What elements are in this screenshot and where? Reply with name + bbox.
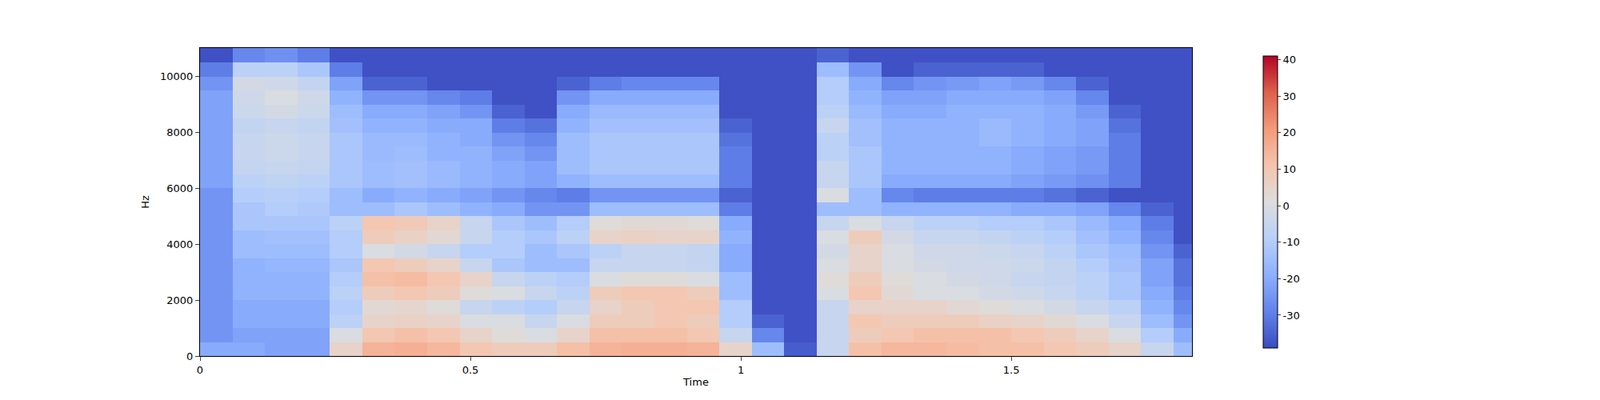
svg-text:0.5: 0.5 [462,364,480,376]
svg-text:2000: 2000 [166,294,193,307]
svg-text:Time: Time [682,376,709,388]
svg-text:20: 20 [1283,126,1297,139]
svg-text:6000: 6000 [166,182,193,195]
svg-text:1.5: 1.5 [1003,364,1020,376]
svg-text:10: 10 [1283,163,1297,176]
svg-text:0: 0 [186,350,193,363]
svg-text:0: 0 [196,364,204,376]
svg-text:-20: -20 [1283,272,1300,285]
svg-text:-30: -30 [1283,308,1300,321]
svg-text:4000: 4000 [166,238,193,251]
svg-text:30: 30 [1283,90,1297,103]
svg-text:Hz: Hz [139,195,152,209]
svg-text:40: 40 [1283,53,1297,66]
svg-text:1: 1 [737,364,744,376]
svg-text:10000: 10000 [160,70,193,83]
svg-text:8000: 8000 [166,126,193,139]
svg-text:-10: -10 [1283,236,1300,248]
svg-text:0: 0 [1283,200,1290,212]
